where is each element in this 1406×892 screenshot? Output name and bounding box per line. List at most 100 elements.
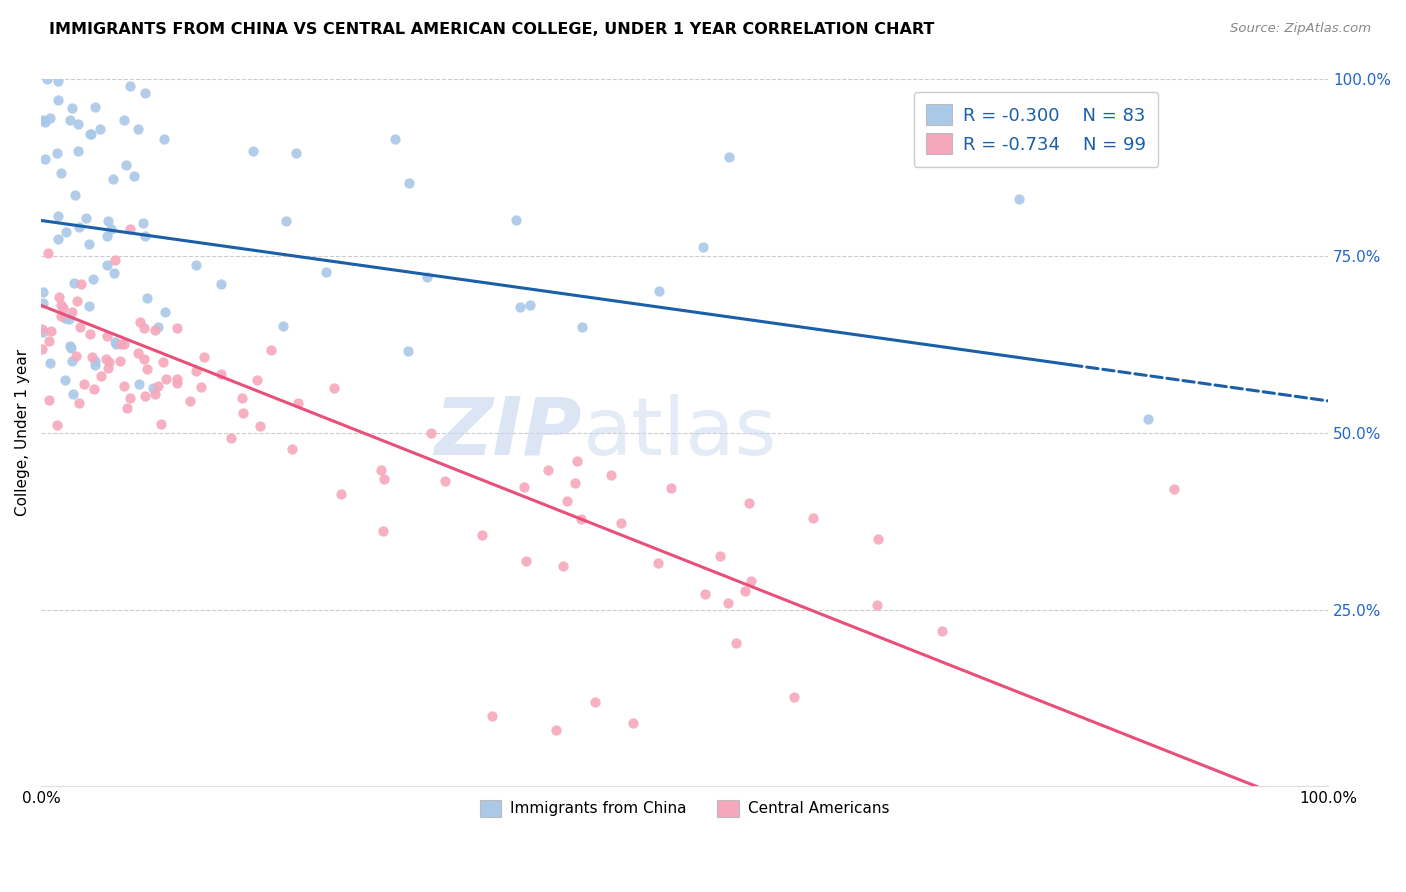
Point xyxy=(34,115,56,129)
Point xyxy=(84,353,107,368)
Point xyxy=(31,321,53,335)
Point xyxy=(96,329,118,343)
Point xyxy=(77,299,100,313)
Point xyxy=(801,510,824,524)
Point xyxy=(1136,411,1159,425)
Point xyxy=(97,360,120,375)
Point xyxy=(146,319,169,334)
Point xyxy=(118,222,141,236)
Point xyxy=(209,277,232,291)
Point xyxy=(155,371,177,385)
Point xyxy=(143,323,166,337)
Text: atlas: atlas xyxy=(582,393,776,472)
Point xyxy=(232,406,254,420)
Text: IMMIGRANTS FROM CHINA VS CENTRAL AMERICAN COLLEGE, UNDER 1 YEAR CORRELATION CHAR: IMMIGRANTS FROM CHINA VS CENTRAL AMERICA… xyxy=(49,22,935,37)
Point xyxy=(83,100,105,114)
Point xyxy=(110,354,132,368)
Point xyxy=(82,272,104,286)
Point xyxy=(434,474,457,488)
Point xyxy=(59,342,82,356)
Point xyxy=(184,364,207,378)
Point xyxy=(67,144,90,158)
Point xyxy=(118,79,141,94)
Point xyxy=(48,290,70,304)
Point xyxy=(46,73,69,87)
Point xyxy=(45,418,67,433)
Point xyxy=(610,516,633,530)
Point xyxy=(600,467,623,482)
Point xyxy=(128,377,150,392)
Point xyxy=(127,346,149,360)
Point xyxy=(127,121,149,136)
Point xyxy=(276,214,298,228)
Point xyxy=(513,480,536,494)
Point xyxy=(179,394,201,409)
Point xyxy=(49,166,72,180)
Point xyxy=(551,559,574,574)
Point xyxy=(66,294,89,309)
Point xyxy=(69,320,91,334)
Point xyxy=(46,94,69,108)
Point xyxy=(45,146,67,161)
Point xyxy=(63,187,86,202)
Point xyxy=(866,532,889,546)
Point xyxy=(190,379,212,393)
Point xyxy=(323,381,346,395)
Point xyxy=(120,391,142,405)
Point xyxy=(69,219,91,234)
Point xyxy=(281,442,304,456)
Point xyxy=(96,258,118,272)
Point xyxy=(783,690,806,704)
Point xyxy=(384,131,406,145)
Point xyxy=(112,379,135,393)
Point xyxy=(97,214,120,228)
Point xyxy=(692,240,714,254)
Point xyxy=(519,298,541,312)
Point xyxy=(481,708,503,723)
Point xyxy=(647,556,669,570)
Point xyxy=(866,598,889,612)
Point xyxy=(738,496,761,510)
Point xyxy=(693,587,716,601)
Point xyxy=(90,369,112,384)
Point xyxy=(104,253,127,268)
Point xyxy=(166,376,188,390)
Point xyxy=(112,113,135,128)
Point xyxy=(83,383,105,397)
Point xyxy=(53,311,76,326)
Point xyxy=(398,176,420,190)
Point xyxy=(152,355,174,369)
Point xyxy=(62,387,84,401)
Point xyxy=(471,528,494,542)
Point xyxy=(112,336,135,351)
Point xyxy=(725,636,748,650)
Point xyxy=(49,298,72,312)
Point xyxy=(515,554,537,568)
Point xyxy=(31,342,53,356)
Point xyxy=(734,583,756,598)
Point xyxy=(38,334,60,348)
Point xyxy=(62,101,84,115)
Point xyxy=(555,493,578,508)
Point xyxy=(37,72,59,87)
Point xyxy=(569,512,592,526)
Point xyxy=(146,378,169,392)
Point xyxy=(284,146,307,161)
Point xyxy=(66,117,89,131)
Point xyxy=(32,113,55,128)
Point xyxy=(153,132,176,146)
Point xyxy=(621,715,644,730)
Point xyxy=(209,368,232,382)
Point xyxy=(509,300,531,314)
Point xyxy=(100,222,122,236)
Point xyxy=(370,463,392,477)
Point xyxy=(420,426,443,441)
Point xyxy=(373,524,395,538)
Point xyxy=(60,304,83,318)
Point xyxy=(80,127,103,141)
Point xyxy=(104,335,127,350)
Point xyxy=(246,373,269,387)
Point xyxy=(39,324,62,338)
Point xyxy=(544,723,567,737)
Point xyxy=(38,392,60,407)
